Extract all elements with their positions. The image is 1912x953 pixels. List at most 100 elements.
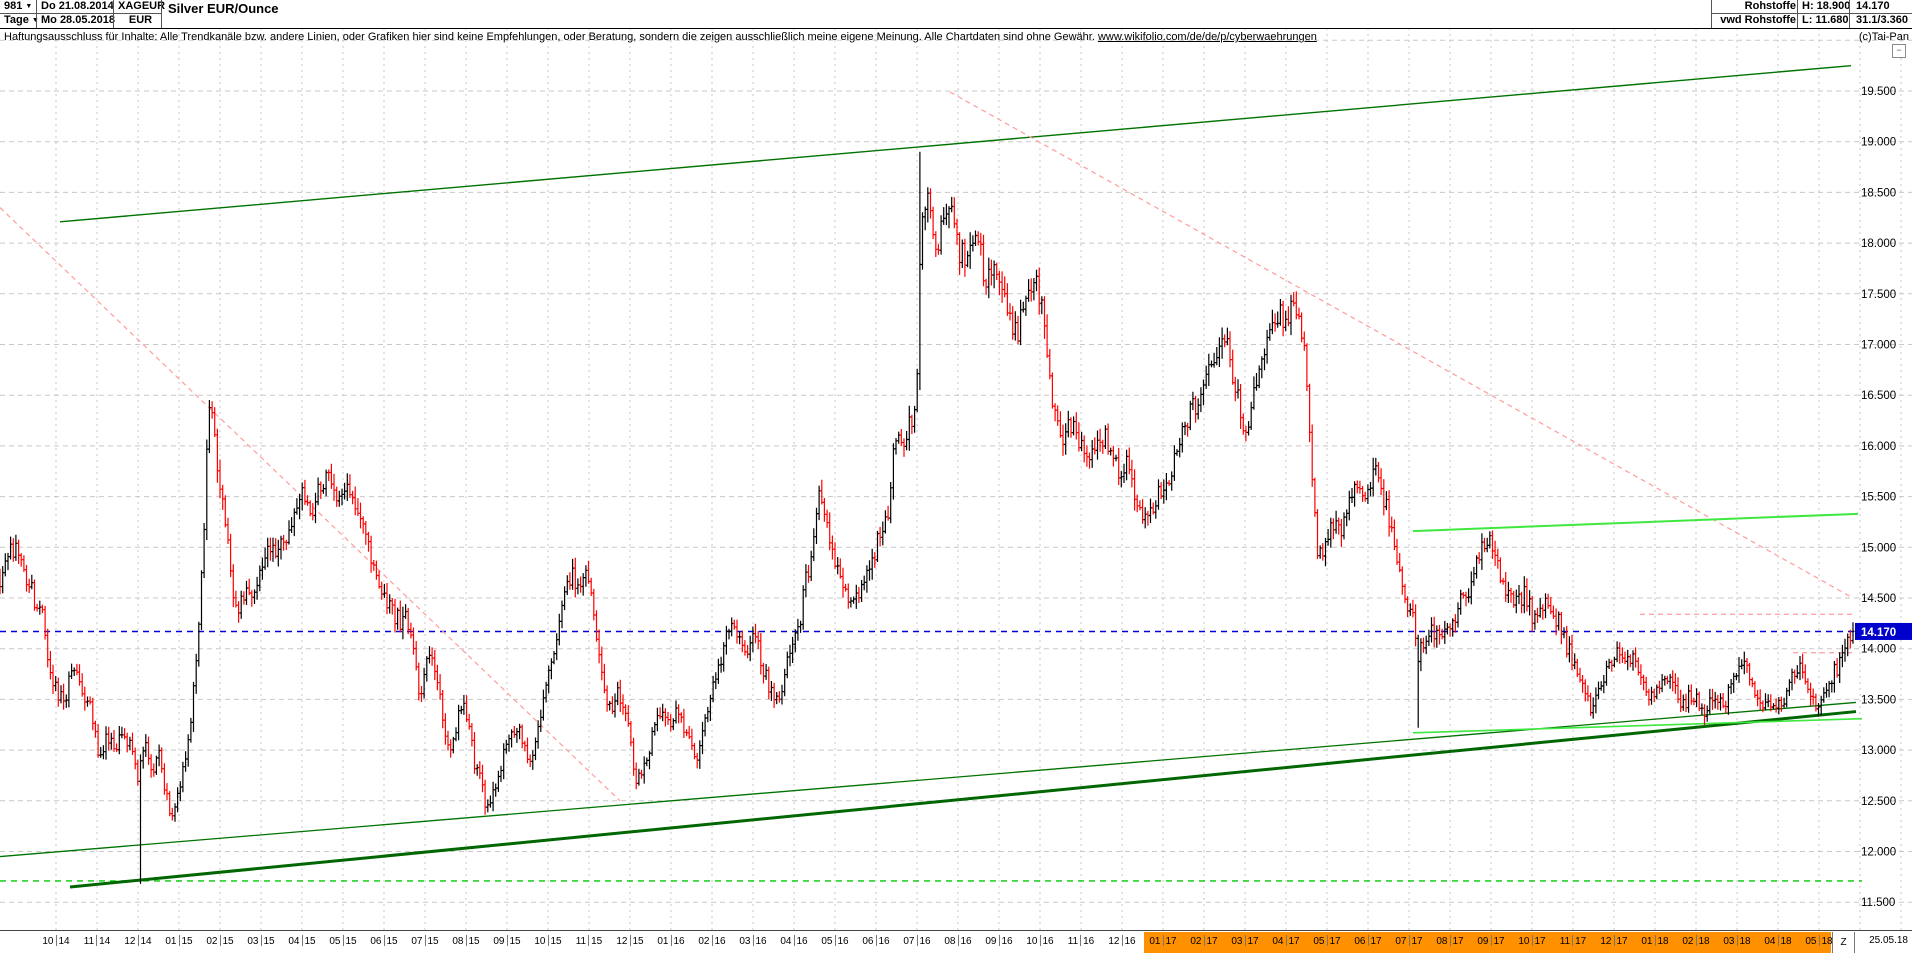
x-axis-month-label: 06 15 — [370, 935, 398, 947]
x-axis-month-label: 05 17 — [1313, 935, 1341, 947]
month-tick — [96, 935, 98, 946]
y-axis-tick-label: 16.000 — [1861, 441, 1896, 453]
month-tick — [547, 935, 549, 946]
x-axis-month-label: 01 15 — [165, 935, 193, 947]
feed-label: vwd Rohstoffe — [1720, 14, 1796, 26]
x-axis-month-label: 11 15 — [575, 935, 603, 947]
resistance-light-green — [1412, 512, 1859, 533]
month-tick — [916, 935, 918, 946]
month-tick — [465, 935, 467, 946]
x-axis-month-label: 12 16 — [1108, 935, 1136, 947]
month-tick — [383, 935, 385, 946]
horizontal-lines — [0, 613, 1862, 882]
y-axis-tick-label: 12.500 — [1861, 796, 1896, 808]
month-tick — [55, 935, 57, 946]
wikifolio-link[interactable]: www.wikifolio.com/de/de/p/cyberwaehrunge… — [1097, 31, 1317, 43]
x-axis-month-label: 05 18 — [1805, 935, 1833, 947]
end-date[interactable]: Mo 28.05.2018 — [41, 14, 115, 26]
month-tick — [301, 935, 303, 946]
x-axis-month-label: 09 15 — [493, 935, 521, 947]
y-axis-tick-label: 13.000 — [1861, 745, 1896, 757]
x-axis-month-label: 09 17 — [1477, 935, 1505, 947]
y-axis-tick-label: 18.000 — [1861, 238, 1896, 250]
y-axis-tick-label: 15.500 — [1861, 492, 1896, 504]
x-axis-month-label: 03 18 — [1723, 935, 1751, 947]
y-axis-tick-label: 12.000 — [1861, 847, 1896, 859]
x-axis-month-label: 10 17 — [1518, 935, 1546, 947]
last-price-tag-value: 14.170 — [1861, 627, 1896, 639]
x-axis-month-label: 10 16 — [1026, 935, 1054, 947]
x-axis-month-label: 09 16 — [985, 935, 1013, 947]
chart-header: 981 ▼ Tage ▼ Do 21.08.2014 Mo 28.05.2018… — [0, 0, 1912, 29]
trend-lines — [0, 64, 1863, 889]
y-axis-labels: 19.500 19.000 18.500 18.000 17.500 17.000 16.5… — [1861, 86, 1896, 909]
month-tick — [670, 935, 672, 946]
period-low-label: L: 11.680 — [1802, 14, 1849, 26]
x-axis-month-label: 02 17 — [1190, 935, 1218, 947]
x-axis-month-label: 04 15 — [288, 935, 316, 947]
time-axis-highlight-2017-2018 — [1144, 932, 1831, 953]
month-tick — [1285, 935, 1287, 946]
y-axis-tick-label: 19.000 — [1861, 137, 1896, 149]
month-tick — [588, 935, 590, 946]
downtrend-pink-left — [0, 207, 621, 802]
month-tick — [752, 935, 754, 946]
y-axis-tick-label: 16.500 — [1861, 390, 1896, 402]
period-unit-dropdown[interactable]: Tage ▼ — [1, 14, 39, 27]
disclaimer-text: Haftungsausschluss für Inhalte: Alle Tre… — [4, 31, 1317, 43]
month-tick — [219, 935, 221, 946]
page-title: Silver EUR/Ounce — [168, 1, 279, 16]
symbol[interactable]: XAGEUR — [118, 0, 166, 12]
month-tick — [711, 935, 713, 946]
x-axis-month-label: 10 14 — [42, 935, 70, 947]
header-row-divider — [0, 13, 161, 14]
period-unit-value: Tage — [4, 14, 29, 26]
month-tick — [793, 935, 795, 946]
month-tick — [1367, 935, 1369, 946]
period-high-label: H: 18.900 — [1802, 0, 1851, 12]
x-axis-month-label: 04 18 — [1764, 935, 1792, 947]
x-axis-month-label: 05 16 — [821, 935, 849, 947]
zoom-marker[interactable]: Z — [1832, 932, 1855, 953]
y-axis-tick-label: 13.500 — [1861, 694, 1896, 706]
chevron-down-icon: ▼ — [25, 3, 33, 10]
header-row-divider — [1711, 13, 1912, 14]
header-divider — [1797, 0, 1798, 28]
header-divider — [1711, 0, 1712, 28]
header-divider — [1849, 0, 1850, 28]
x-axis-month-label: 03 15 — [247, 935, 275, 947]
x-axis-month-label: 08 15 — [452, 935, 480, 947]
price-bars — [0, 151, 1855, 884]
month-tick — [629, 935, 631, 946]
x-axis-month-label: 08 16 — [944, 935, 972, 947]
downtrend-pink-right — [949, 91, 1854, 599]
month-tick — [957, 935, 959, 946]
month-tick — [342, 935, 344, 946]
x-axis-month-label: 06 17 — [1354, 935, 1382, 947]
month-tick — [1408, 935, 1410, 946]
x-axis-month-label: 04 16 — [780, 935, 808, 947]
month-tick — [506, 935, 508, 946]
month-tick — [1613, 935, 1615, 946]
x-axis-month-label: 07 17 — [1395, 935, 1423, 947]
bars-count-dropdown[interactable]: 981 ▼ — [1, 0, 38, 13]
x-axis-month-label: 02 15 — [206, 935, 234, 947]
category-label: Rohstoffe — [1744, 0, 1796, 12]
support-thin-dark-green — [0, 701, 1857, 858]
y-axis-tick-label: 18.500 — [1861, 187, 1896, 199]
month-tick — [1162, 935, 1164, 946]
collapse-chart-icon[interactable]: − — [1892, 44, 1906, 58]
month-tick — [1203, 935, 1205, 946]
y-axis-tick-label: 19.500 — [1861, 86, 1896, 98]
start-date[interactable]: Do 21.08.2014 — [41, 0, 114, 12]
currency: EUR — [128, 14, 153, 26]
header-divider — [36, 0, 37, 28]
month-tick — [1449, 935, 1451, 946]
x-axis-month-label: 01 17 — [1149, 935, 1177, 947]
time-axis[interactable]: 10 14 11 14 12 14 01 15 02 15 03 15 04 15 05 15 06 15 07 15… — [0, 930, 1912, 953]
x-axis-month-label: 04 17 — [1272, 935, 1300, 947]
month-tick — [1080, 935, 1082, 946]
month-tick — [1736, 935, 1738, 946]
x-axis-month-label: 12 14 — [124, 935, 152, 947]
